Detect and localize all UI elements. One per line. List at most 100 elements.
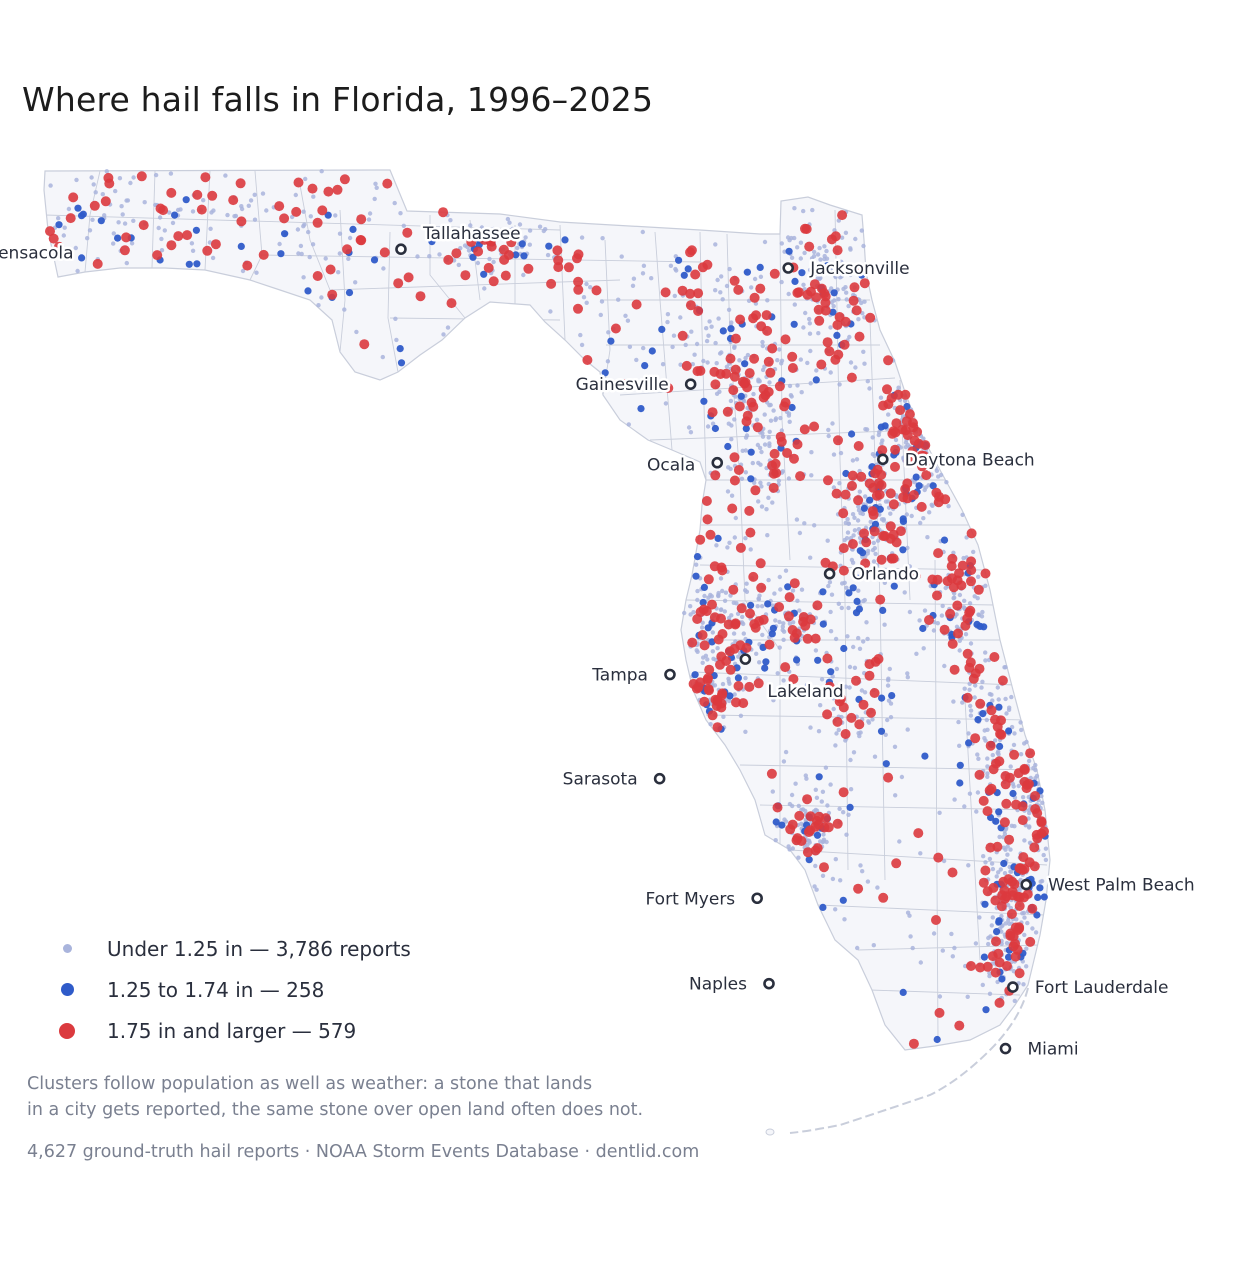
hail-report-small [993, 738, 998, 743]
hail-report-medium [762, 658, 770, 666]
hail-report-small [527, 228, 533, 233]
hail-report-small [839, 605, 844, 611]
hail-report-large [982, 806, 993, 817]
hail-report-small [766, 495, 771, 500]
hail-report-large [618, 379, 629, 389]
hail-report-small [66, 206, 72, 212]
hail-report-small [469, 229, 474, 234]
hail-report-small [843, 684, 848, 689]
city-sarasota: Sarasota [560, 767, 666, 792]
hail-report-small [721, 714, 726, 719]
hail-report-large [802, 289, 813, 300]
hail-report-small [1004, 711, 1009, 716]
hail-report-small [822, 244, 827, 249]
hail-report-small [804, 682, 810, 688]
hail-report-small [812, 249, 817, 255]
hail-report-small [380, 354, 385, 360]
hail-report-large [991, 936, 1001, 947]
hail-report-medium [1009, 789, 1017, 798]
hail-report-small [694, 341, 700, 347]
hail-report-medium [903, 402, 911, 411]
hail-report-large [466, 237, 477, 247]
hail-report-small [824, 248, 829, 254]
hail-report-small [726, 307, 732, 312]
hail-report-small [598, 312, 603, 318]
hail-report-large [573, 276, 584, 287]
hail-report-small [170, 220, 176, 226]
hail-report-small [796, 855, 801, 860]
hail-report-small [812, 884, 817, 889]
hail-report-small [893, 793, 898, 798]
legend-item-large: 1.75 in and larger — 579 [52, 1010, 411, 1051]
hail-report-large [907, 446, 918, 457]
hail-report-small [861, 639, 866, 644]
hail-report-small [374, 185, 379, 190]
hail-report-small [1025, 920, 1030, 926]
hail-report-small [813, 787, 818, 792]
hail-report-small [817, 245, 822, 251]
hail-report-small [965, 994, 970, 999]
hail-report-small [1005, 844, 1010, 849]
hail-report-small [808, 381, 813, 386]
hail-report-small [708, 592, 713, 598]
hail-report-small [839, 274, 844, 279]
hail-report-large [325, 264, 336, 275]
hail-report-large [735, 542, 746, 553]
hail-report-medium [396, 345, 404, 353]
hail-report-small [716, 592, 721, 598]
hail-report-small [472, 230, 477, 236]
hail-report-large [738, 376, 748, 387]
hail-report-small [93, 190, 98, 195]
hail-report-large [900, 389, 911, 400]
hail-report-small [505, 216, 511, 222]
hail-report-small [808, 725, 813, 730]
hail-report-small [905, 910, 911, 915]
hail-report-large [853, 495, 864, 506]
hail-report-large [853, 441, 864, 451]
hail-report-small [833, 636, 839, 642]
hail-report-large [984, 785, 995, 796]
hail-report-small [870, 435, 875, 440]
hail-report-medium [979, 710, 987, 718]
hail-report-large [939, 624, 950, 635]
hail-report-large [631, 299, 642, 310]
hail-report-large [1014, 901, 1025, 911]
hail-report-large [756, 582, 767, 593]
hail-report-medium [980, 953, 989, 961]
hail-report-large [975, 698, 986, 709]
hail-report-large [846, 712, 857, 723]
hail-report-small [732, 345, 737, 350]
hail-report-small [710, 649, 715, 654]
hail-report-medium [995, 703, 1003, 711]
hail-report-large [838, 565, 849, 576]
hail-report-large [860, 566, 871, 577]
hail-report-large [917, 461, 927, 472]
hail-report-large [690, 269, 701, 280]
hail-report-small [670, 344, 675, 350]
hail-report-small [999, 913, 1004, 919]
hail-report-small [588, 285, 593, 290]
hail-report-large [957, 560, 968, 571]
hail-report-small [853, 566, 859, 571]
hail-report-large [228, 195, 239, 206]
hail-report-small [863, 427, 868, 432]
hail-report-small [787, 419, 792, 424]
hail-report-small [781, 637, 786, 642]
hail-report-medium [281, 230, 289, 238]
hail-report-small [983, 738, 988, 743]
hail-report-small [950, 954, 955, 959]
hail-report-small [841, 286, 846, 292]
hail-report-large [715, 369, 726, 379]
hail-report-small [714, 543, 719, 548]
hail-report-small [767, 443, 772, 449]
hail-report-large [710, 379, 721, 390]
hail-report-large [861, 537, 872, 548]
hail-report-small [828, 268, 833, 273]
hail-report-small [62, 225, 67, 230]
hail-report-small [468, 223, 473, 228]
hail-report-small [168, 171, 174, 176]
hail-report-small [829, 592, 835, 597]
hail-report-large [693, 288, 704, 299]
hail-report-small [767, 429, 772, 434]
hail-report-small [252, 217, 258, 222]
